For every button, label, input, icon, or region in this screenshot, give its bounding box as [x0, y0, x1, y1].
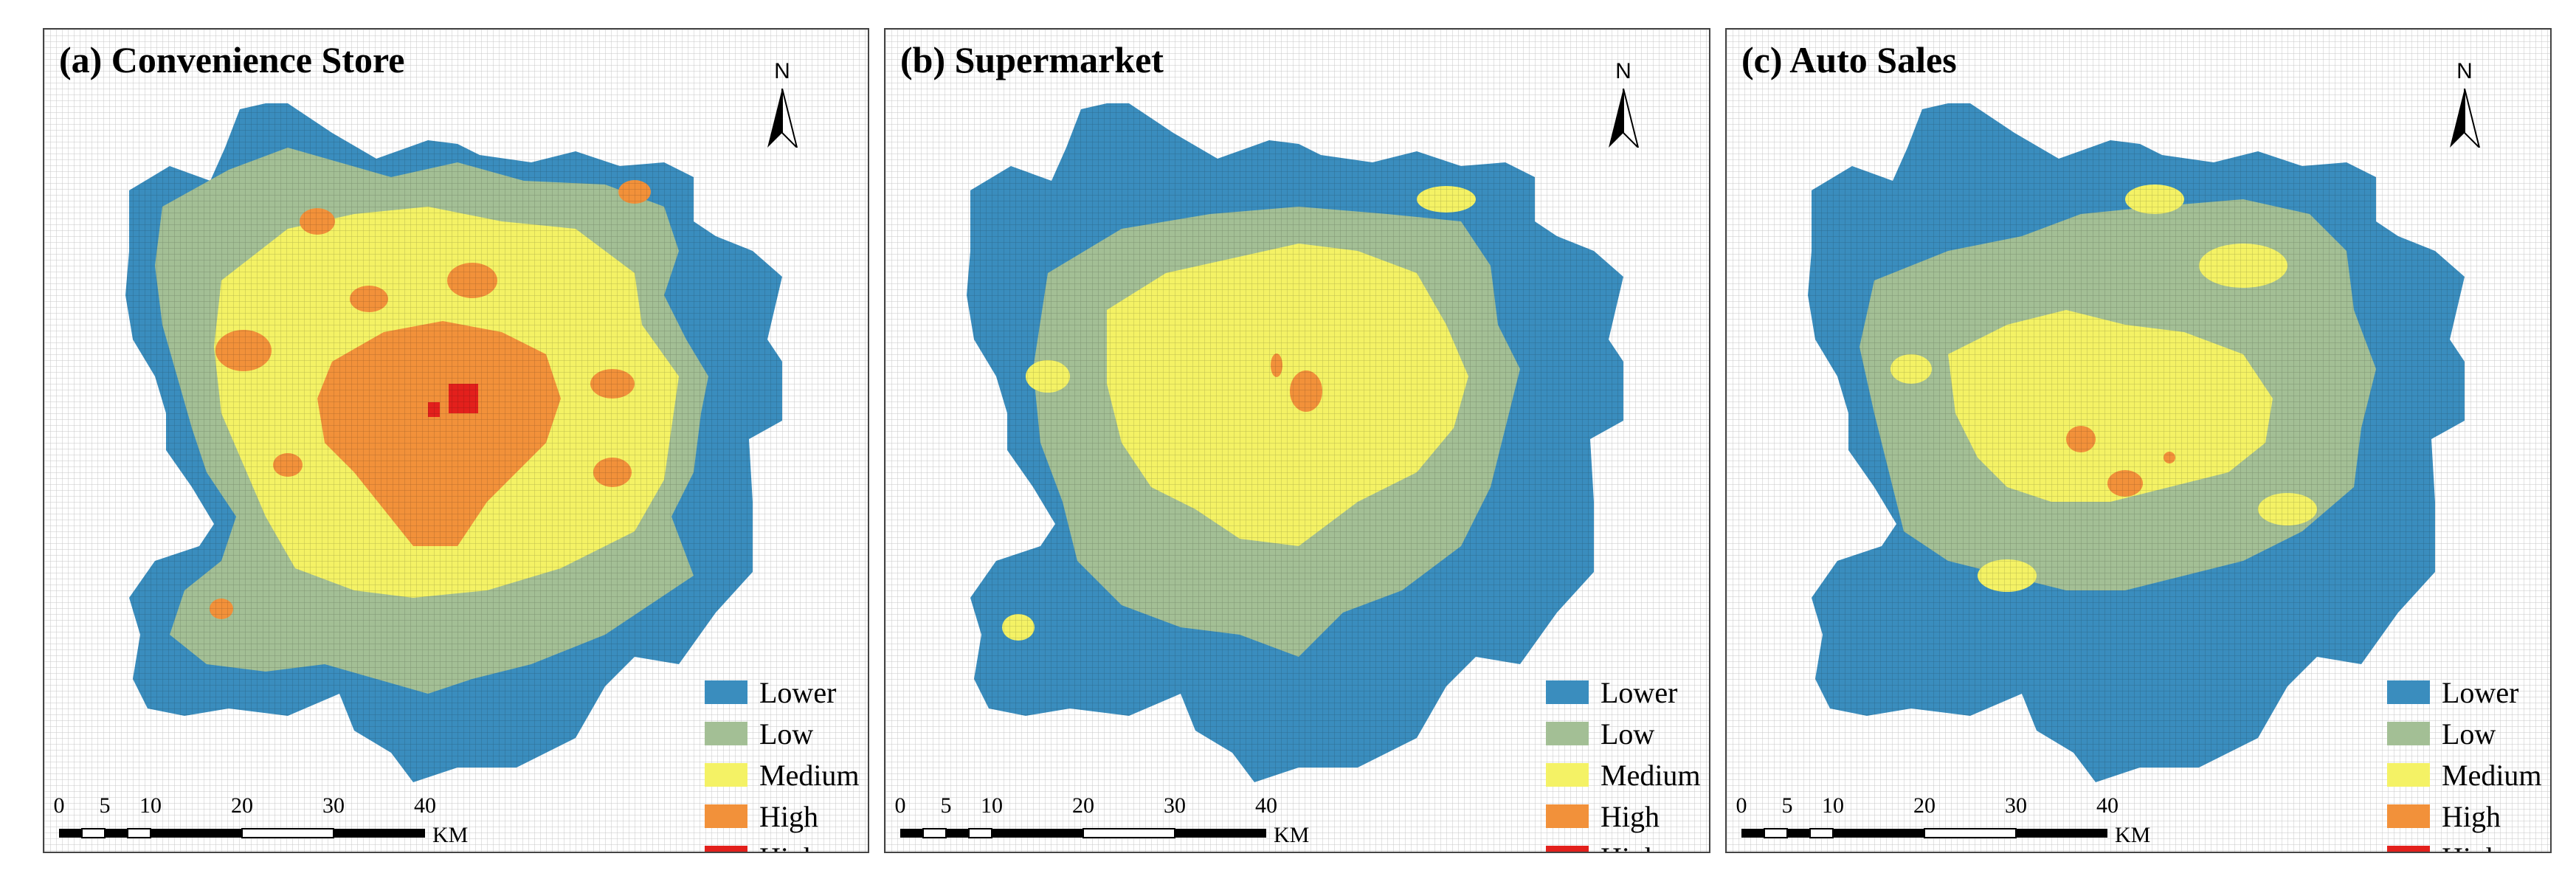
scale-tick-label: 30 [1164, 793, 1186, 818]
legend-swatch [705, 722, 747, 745]
scale-bar: 0 5 10 20 30 40 KM [54, 793, 502, 852]
legend-label: Lower [759, 675, 837, 709]
legend-item-low: Low [2387, 713, 2550, 754]
legend-swatch [1546, 722, 1589, 745]
scale-tick-label: 20 [231, 793, 253, 818]
north-arrow-icon [767, 89, 798, 148]
legend-label: Low [2442, 717, 2496, 751]
legend: Lower Low Medium High Higher [2387, 672, 2550, 852]
north-arrow: N [749, 59, 815, 177]
scale-tick-label: 10 [981, 793, 1003, 818]
scale-tick-label: 20 [1913, 793, 1936, 818]
north-arrow-letter: N [1615, 59, 1631, 83]
scale-tick-label: 0 [894, 793, 906, 818]
north-arrow-icon [1609, 89, 1640, 148]
legend-swatch [2387, 846, 2430, 852]
scale-tick-label: 10 [1822, 793, 1844, 818]
north-arrow: N [2431, 59, 2498, 177]
scale-tick-label: 0 [53, 793, 65, 818]
scale-bar-graphic [59, 828, 425, 838]
scale-bar: 0 5 10 20 30 40 KM [1736, 793, 2184, 852]
scale-tick-label: 5 [940, 793, 952, 818]
scale-tick-label: 30 [322, 793, 345, 818]
legend-swatch [2387, 680, 2430, 704]
panel-title: (a) Convenience Store [59, 39, 405, 80]
scale-unit-label: KM [2115, 823, 2151, 847]
legend-item-high: High [1546, 796, 1709, 837]
scale-tick-label: 20 [1072, 793, 1094, 818]
map-panel-b: (b) Supermarket N Lower Low Medium High … [884, 28, 1710, 853]
legend: Lower Low Medium High Higher [1546, 672, 1709, 852]
map-canvas [44, 30, 868, 852]
grid-cells-overlay [44, 30, 868, 852]
legend-label: Lower [1600, 675, 1678, 709]
scale-bar-graphic [900, 828, 1266, 838]
legend-swatch [705, 846, 747, 852]
legend-label: High [759, 799, 818, 833]
legend-item-higher: Higher [2387, 837, 2550, 852]
panel-title: (b) Supermarket [900, 39, 1164, 80]
north-arrow-icon [2450, 89, 2481, 148]
legend-swatch [1546, 763, 1589, 787]
grid-cells-overlay [1727, 30, 2550, 852]
scale-tick-label: 5 [99, 793, 111, 818]
legend-item-high: High [705, 796, 868, 837]
legend-label: Higher [2442, 841, 2524, 852]
legend-item-lower: Lower [705, 672, 868, 713]
legend-item-medium: Medium [2387, 754, 2550, 796]
legend-item-higher: Higher [705, 837, 868, 852]
scale-tick-label: 40 [2096, 793, 2119, 818]
map-panel-a: (a) Convenience Store N Lower Low Medium… [43, 28, 869, 853]
legend-label: Medium [759, 758, 860, 792]
legend-swatch [705, 680, 747, 704]
scale-bar: 0 5 10 20 30 40 KM [895, 793, 1343, 852]
scale-tick-label: 0 [1736, 793, 1747, 818]
north-arrow: N [1590, 59, 1657, 177]
panel-title: (c) Auto Sales [1741, 39, 1957, 80]
legend-item-medium: Medium [705, 754, 868, 796]
legend-swatch [705, 763, 747, 787]
legend-label: Low [759, 717, 814, 751]
north-arrow-letter: N [2456, 59, 2473, 83]
legend-item-higher: Higher [1546, 837, 1709, 852]
legend-item-low: Low [1546, 713, 1709, 754]
legend-label: Lower [2442, 675, 2519, 709]
legend-swatch [1546, 680, 1589, 704]
legend-label: Higher [1600, 841, 1682, 852]
scale-tick-label: 10 [139, 793, 162, 818]
map-panel-c: (c) Auto Sales N Lower Low Medium High H… [1725, 28, 2552, 853]
legend-item-lower: Lower [1546, 672, 1709, 713]
scale-tick-label: 40 [1255, 793, 1277, 818]
legend-swatch [2387, 763, 2430, 787]
legend-item-low: Low [705, 713, 868, 754]
scale-unit-label: KM [432, 823, 469, 847]
legend-item-lower: Lower [2387, 672, 2550, 713]
scale-tick-label: 5 [1781, 793, 1793, 818]
legend-swatch [2387, 722, 2430, 745]
scale-bar-graphic [1741, 828, 2107, 838]
legend-label: Low [1600, 717, 1655, 751]
legend-swatch [705, 804, 747, 828]
legend-item-medium: Medium [1546, 754, 1709, 796]
scale-unit-label: KM [1274, 823, 1310, 847]
legend-label: High [2442, 799, 2501, 833]
scale-tick-label: 40 [414, 793, 436, 818]
north-arrow-letter: N [774, 59, 790, 83]
legend-label: Medium [1600, 758, 1701, 792]
legend-swatch [1546, 846, 1589, 852]
legend: Lower Low Medium High Higher [705, 672, 868, 852]
legend-label: Medium [2442, 758, 2542, 792]
legend-label: Higher [759, 841, 841, 852]
legend-label: High [1600, 799, 1660, 833]
grid-cells-overlay [885, 30, 1709, 852]
legend-swatch [2387, 804, 2430, 828]
map-canvas [885, 30, 1709, 852]
scale-tick-label: 30 [2005, 793, 2027, 818]
legend-swatch [1546, 804, 1589, 828]
legend-item-high: High [2387, 796, 2550, 837]
map-canvas [1727, 30, 2550, 852]
